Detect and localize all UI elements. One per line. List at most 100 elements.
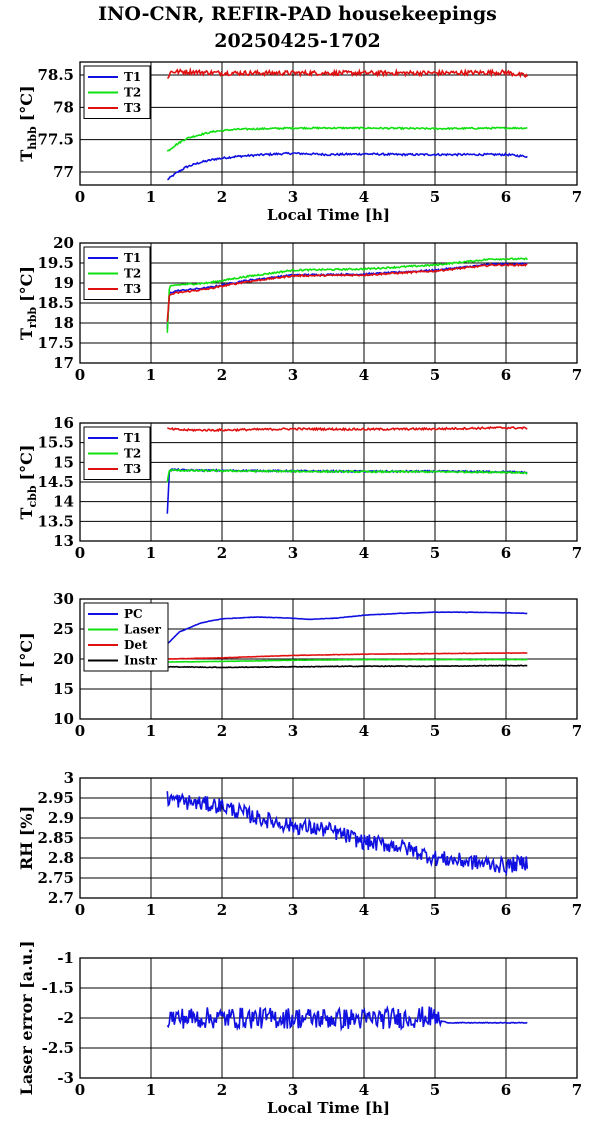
plot-frame [79, 242, 578, 364]
series-line-t3 [167, 66, 528, 79]
x-tick-label: 4 [359, 722, 369, 740]
y-tick-label: 18 [53, 314, 74, 332]
y-axis-label: Thbb[°C] [17, 85, 39, 161]
y-tick-label: 2.95 [37, 789, 74, 807]
series-line-t1 [166, 467, 528, 514]
x-tick-label: 0 [75, 722, 85, 740]
x-tick-label: 7 [572, 366, 582, 384]
x-tick-label: 2 [217, 901, 227, 919]
series-line-t2 [166, 126, 528, 152]
legend-label: T2 [124, 267, 141, 281]
x-tick-label: 3 [288, 544, 298, 562]
x-tick-label: 2 [217, 188, 227, 206]
y-tick-label: 15.5 [37, 434, 74, 452]
x-tick-label: 5 [430, 1081, 440, 1099]
y-tick-label: 14.5 [37, 473, 74, 491]
chart-title-line1: INO-CNR, REFIR-PAD housekeepings [98, 3, 497, 25]
x-tick-label: 6 [501, 722, 511, 740]
x-axis-label: Local Time [h] [267, 1099, 390, 1117]
x-tick-label: 7 [572, 1081, 582, 1099]
y-axis-label: Laser error [a.u.] [17, 941, 36, 1096]
legend-label: T1 [124, 431, 141, 445]
legend-label: PC [124, 607, 143, 621]
x-tick-label: 2 [217, 544, 227, 562]
x-tick-label: 0 [75, 544, 85, 562]
y-tick-label: 19 [53, 274, 74, 292]
x-tick-label: 6 [501, 188, 511, 206]
legend-label: T1 [124, 251, 141, 265]
plot-frame [79, 777, 578, 899]
x-tick-label: 3 [288, 188, 298, 206]
series-line-instr [167, 664, 528, 669]
y-tick-label: 18.5 [37, 294, 74, 312]
x-tick-label: 1 [146, 188, 156, 206]
y-tick-label: 2.9 [48, 809, 74, 827]
x-tick-label: 5 [430, 544, 440, 562]
x-tick-label: 4 [359, 188, 369, 206]
legend-label: Det [124, 638, 148, 652]
series-line-t3 [166, 263, 528, 322]
y-tick-label: 2.7 [48, 889, 74, 907]
x-tick-label: 0 [75, 1081, 85, 1099]
x-axis-label: Local Time [h] [267, 206, 390, 224]
y-tick-label: 30 [53, 590, 74, 608]
y-tick-label: 13.5 [37, 512, 74, 530]
x-tick-label: 4 [359, 366, 369, 384]
x-tick-label: 4 [359, 1081, 369, 1099]
series-line-laser [167, 658, 528, 663]
y-tick-label: -1 [57, 949, 74, 967]
panel-2: 0 1 2 3 4 5 6 7 17 17.5 18 18.5 19 19.5 20 Trbb[°C] T1 T2… [17, 234, 582, 384]
y-tick-label: 13 [53, 532, 74, 550]
x-tick-label: 7 [572, 188, 582, 206]
plot-frame [79, 957, 578, 1079]
y-tick-label: 20 [53, 234, 74, 252]
y-tick-label: 78.5 [37, 66, 74, 84]
legend-label: T2 [124, 447, 141, 461]
series-line-pc [166, 611, 528, 645]
x-tick-label: 1 [146, 544, 156, 562]
y-axis-label: Trbb[°C] [17, 266, 39, 340]
x-tick-label: 7 [572, 901, 582, 919]
y-axis-label: T [°C] [17, 632, 36, 685]
x-tick-label: 3 [288, 901, 298, 919]
plot-frame [79, 422, 578, 542]
legend-label: Laser [124, 623, 162, 637]
x-tick-label: 7 [572, 722, 582, 740]
y-tick-label: 77 [53, 163, 74, 181]
x-tick-label: 4 [359, 901, 369, 919]
x-tick-label: 1 [146, 901, 156, 919]
series-line-det [167, 651, 528, 660]
series-line-t2 [166, 468, 528, 483]
y-tick-label: 10 [53, 710, 74, 728]
panel-6: 0 1 2 3 4 5 6 7 -3 -2.5 -2 -1.5 -1 Local Time [h] Lase… [17, 941, 582, 1117]
x-tick-label: 3 [288, 1081, 298, 1099]
x-tick-label: 6 [501, 901, 511, 919]
plot-frame [79, 61, 578, 186]
x-tick-label: 2 [217, 722, 227, 740]
series-line-t3 [167, 426, 528, 433]
y-tick-label: 19.5 [37, 254, 74, 272]
y-tick-label: 15 [53, 680, 74, 698]
y-tick-label: 16 [53, 414, 74, 432]
x-tick-label: 0 [75, 188, 85, 206]
x-tick-label: 0 [75, 901, 85, 919]
y-tick-label: -1.5 [42, 979, 74, 997]
y-tick-label: 17 [53, 354, 74, 372]
y-tick-label: -2 [57, 1009, 74, 1027]
x-tick-label: 3 [288, 366, 298, 384]
x-tick-label: 5 [430, 366, 440, 384]
legend-label: T2 [124, 86, 141, 100]
y-tick-label: -3 [57, 1069, 74, 1087]
y-tick-label: 15 [53, 453, 74, 471]
x-tick-label: 2 [217, 366, 227, 384]
x-tick-label: 6 [501, 544, 511, 562]
legend-label: T3 [124, 101, 141, 115]
legend-label: T1 [124, 70, 141, 84]
x-tick-label: 1 [146, 722, 156, 740]
